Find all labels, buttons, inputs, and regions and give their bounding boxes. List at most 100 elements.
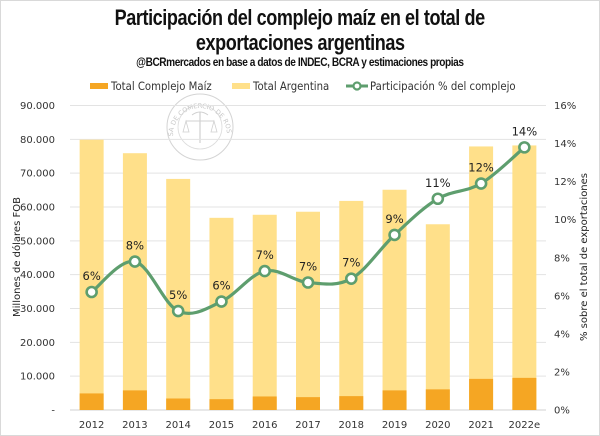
x-tick-label: 2017: [295, 420, 320, 431]
bar-total-complejo-maiz: [209, 399, 234, 410]
bar-total-complejo-maiz: [252, 396, 277, 410]
line-point: [301, 276, 315, 289]
bar-total-complejo-maiz: [512, 377, 537, 410]
line-point: [85, 285, 98, 299]
watermark-text-content: BOLSA DE COMERCIO DE ROSARIO: [0, 0, 233, 136]
legend-item-participacion[interactable]: Participación % del complejo: [346, 77, 535, 95]
watermark-text: BOLSA DE COMERCIO DE ROSARIO: [0, 0, 233, 136]
y-tick-label: 70.000: [20, 169, 55, 180]
y2-tick-label: 2%: [554, 367, 570, 378]
bar-total-argentina: [79, 139, 104, 410]
y2-tick-label: 0%: [554, 406, 570, 417]
y-tick-label: 30.000: [20, 304, 55, 315]
bar-total-argentina: [209, 217, 234, 410]
bar-total-complejo-maiz: [166, 398, 191, 410]
y-tick-label: 80.000: [20, 135, 55, 146]
line-point: [215, 295, 228, 308]
bar-total-argentina: [512, 145, 537, 410]
line-point: [344, 272, 358, 285]
y-axis-right: 0% 2% 4% 6% 8% 10% 12% 14% 16%: [554, 101, 576, 417]
y-tick-label: 50.000: [20, 236, 55, 247]
y2-tick-label: 16%: [554, 101, 576, 112]
points-participacion: [85, 141, 531, 318]
bar-total-argentina: [252, 214, 277, 410]
x-tick-label: 2018: [339, 420, 364, 431]
x-tick-label: 2021: [468, 420, 493, 431]
y2-tick-label: 8%: [554, 253, 570, 264]
bar-total-argentina: [166, 178, 191, 410]
legend-swatch-argentina: [232, 83, 250, 89]
y-axis-title: Millones de dólares FOB: [11, 197, 23, 317]
y2-tick-label: 12%: [554, 177, 576, 188]
data-label: 8%: [126, 239, 144, 253]
legend-item-argentina[interactable]: Total Argentina: [232, 77, 340, 95]
bars-total-complejo-maiz: [79, 377, 537, 410]
legend-label-participacion: Participación % del complejo: [370, 79, 516, 93]
line-point: [431, 192, 445, 206]
y-tick-label: 20.000: [20, 338, 55, 349]
bar-total-complejo-maiz: [79, 393, 104, 410]
chart-subtitle-text: @BCRmercados en base a datos de INDEC, B…: [136, 55, 464, 69]
legend-item-maiz[interactable]: Total Complejo Maíz: [90, 77, 225, 95]
bar-total-complejo-maiz: [469, 378, 494, 410]
x-tick-label: 2016: [252, 420, 277, 431]
bar-total-complejo-maiz: [339, 396, 364, 410]
data-label: 12%: [468, 161, 494, 175]
y-tick-label: -: [51, 406, 55, 417]
y-axis-left: - 10.000 20.000 30.000 40.000 50.000 60.000 70.…: [20, 101, 55, 417]
line-point: [258, 264, 272, 278]
x-tick-label: 2020: [425, 420, 450, 431]
data-label: 14%: [512, 124, 538, 138]
line-point: [518, 141, 531, 154]
y-tick-label: 10.000: [20, 372, 55, 383]
legend-swatch-maiz: [90, 83, 108, 89]
x-tick-label: 2013: [122, 420, 147, 431]
data-label: 5%: [169, 288, 187, 302]
line-point: [128, 255, 142, 268]
x-axis: 2012 2013 2014 2015 2016 2017 2018 2019 2020 2021…: [79, 420, 540, 431]
legend: Total Complejo Maíz Total Argentina Part…: [0, 77, 600, 95]
chart-title-line-2: exportaciones argentinas: [0, 30, 600, 56]
data-label: 7%: [342, 256, 360, 270]
data-label: 9%: [385, 212, 403, 226]
line-point: [171, 304, 185, 318]
chart-title-text-1: Participación del complejo maíz en el to…: [114, 5, 486, 30]
watermark-outer-ring: [166, 93, 234, 161]
data-label: 6%: [83, 269, 101, 283]
x-tick-label: 2014: [165, 420, 190, 431]
bar-total-complejo-maiz: [382, 390, 407, 410]
x-tick-label: 2015: [209, 420, 234, 431]
line-point: [474, 177, 488, 190]
bar-total-complejo-maiz: [425, 389, 450, 410]
chart-title-text-2: exportaciones argentinas: [195, 30, 405, 55]
data-labels-participacion: 6% 8% 5% 6% 7% 7% 7% 9% 11% 12% 14%: [83, 124, 538, 302]
y-tick-label: 40.000: [20, 270, 55, 281]
y2-tick-label: 6%: [554, 291, 570, 302]
bar-total-argentina: [425, 224, 450, 410]
y2-tick-label: 10%: [554, 215, 576, 226]
y-tick-label: 60.000: [20, 203, 55, 214]
watermark-wings-icon: [191, 111, 209, 116]
chart-title-line-1: Participación del complejo maíz en el to…: [0, 5, 600, 31]
bar-total-argentina: [469, 146, 494, 410]
data-label: 11%: [425, 176, 451, 190]
data-label: 6%: [212, 279, 230, 293]
data-label: 7%: [299, 259, 317, 273]
bar-total-argentina: [122, 153, 147, 410]
x-tick-label: 2012: [79, 420, 104, 431]
y2-tick-label: 4%: [554, 329, 570, 340]
watermark-scale-right-icon: [210, 119, 218, 133]
data-label: 7%: [256, 248, 274, 262]
y2-axis-title: % sobre el total de exportaciones: [579, 173, 590, 341]
x-tick-label: 2022e: [509, 420, 541, 431]
bar-total-argentina: [296, 211, 320, 410]
bars-total-argentina: [79, 139, 537, 410]
bar-total-complejo-maiz: [122, 390, 147, 410]
legend-label-maiz: Total Complejo Maíz: [111, 79, 212, 93]
watermark-scale-left-icon: [182, 119, 190, 133]
legend-label-argentina: Total Argentina: [253, 79, 330, 93]
x-tick-label: 2019: [382, 420, 407, 431]
line-point: [388, 228, 401, 242]
y2-tick-label: 14%: [554, 139, 576, 150]
